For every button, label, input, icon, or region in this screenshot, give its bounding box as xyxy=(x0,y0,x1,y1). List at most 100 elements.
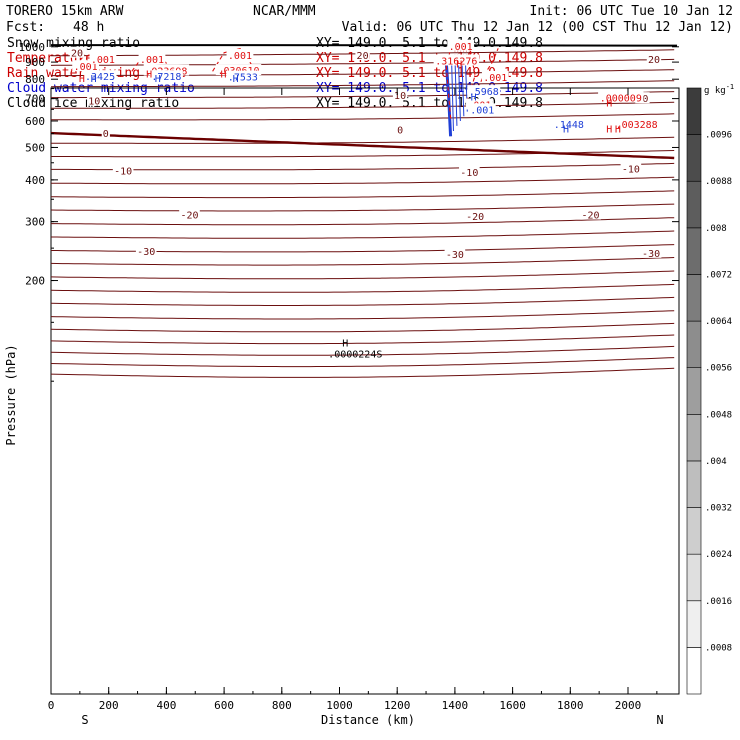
isotherm-line xyxy=(50,345,675,356)
isotherm-label: -10 xyxy=(622,165,640,176)
isotherm-label-bg xyxy=(580,208,601,220)
high-marker: H xyxy=(615,124,621,135)
colorbar-bin xyxy=(686,180,702,229)
field-xy-4: XY= 149.0. 5.1 to 149.0.149.8 xyxy=(316,96,543,111)
x-axis-title: Distance (km) xyxy=(321,713,415,727)
cloud-water-label: .5968 xyxy=(469,87,499,98)
isotherm-label: -30 xyxy=(642,249,660,260)
cloud-water-label: .7533 xyxy=(228,73,258,84)
cloud-water-label: .7218 xyxy=(151,72,181,83)
isotherm-line xyxy=(50,310,675,320)
y-tick-label: 800 xyxy=(25,73,45,86)
colorbar-tick-label: .0088 xyxy=(705,177,732,187)
isotherm-line xyxy=(50,357,675,368)
colorbar-tick-label: .0016 xyxy=(705,597,732,607)
surface-line xyxy=(50,44,678,47)
high-marker: H xyxy=(233,74,239,85)
plot-frame xyxy=(50,87,680,695)
rain-water-contour xyxy=(445,44,476,119)
cloud-water-label-bg xyxy=(552,117,586,129)
contour-labels: -30-30-30-20-20-20-10-10-100010101020202… xyxy=(69,39,662,360)
isotherm-label: -10 xyxy=(114,166,132,177)
isotherm-label-bg xyxy=(69,46,85,58)
rain-label-bg xyxy=(433,54,480,66)
north-label: N xyxy=(656,713,663,727)
x-tick-label: 200 xyxy=(99,699,119,712)
colorbar-bin xyxy=(686,507,702,555)
high-marker: H xyxy=(221,69,227,80)
y-tick-label: 300 xyxy=(25,216,45,229)
isotherm-label: -20 xyxy=(466,212,484,223)
x-tick-label: 1600 xyxy=(499,699,526,712)
y-tick-label: 900 xyxy=(25,56,45,69)
forecast-hour: 48 h xyxy=(73,20,104,35)
cloud-water-label-bg xyxy=(468,103,496,115)
rain-label: .001 xyxy=(91,55,115,66)
x-tick-label: 800 xyxy=(272,699,292,712)
y-tick-label: 200 xyxy=(25,275,45,288)
cloud-water-label: .3425 xyxy=(85,72,115,83)
isotherm-line xyxy=(50,101,675,109)
x-tick-label: 1400 xyxy=(442,699,469,712)
isotherm-label-bg xyxy=(179,208,200,220)
isotherm-line xyxy=(50,283,675,293)
isotherm-line xyxy=(51,162,675,171)
isotherm-line xyxy=(50,322,675,333)
rain-water-contour xyxy=(474,48,499,95)
isotherm-lines xyxy=(50,49,675,378)
x-tick-label: 600 xyxy=(214,699,234,712)
cloud-water-contour xyxy=(458,65,461,122)
isotherm-label-bg xyxy=(464,209,486,221)
isotherm-label: 0 xyxy=(397,125,403,136)
high-marker: H xyxy=(79,74,85,85)
isotherm-label: -20 xyxy=(581,211,599,222)
rain-label: .001 xyxy=(483,73,507,84)
isotherm-label-bg xyxy=(395,123,405,135)
rain-label: .316276 xyxy=(435,56,477,67)
colorbar-bin xyxy=(686,647,702,695)
isotherm-line xyxy=(51,230,675,239)
rain-label-bg xyxy=(226,49,254,61)
isotherm-label-bg xyxy=(646,52,662,64)
colorbar-bin xyxy=(686,274,702,322)
y-tick-label: 400 xyxy=(25,174,45,187)
high-marker: H xyxy=(146,69,152,80)
isotherm-label-bg xyxy=(101,126,110,138)
colorbar-bin xyxy=(686,87,702,135)
rain-label: .003288 xyxy=(616,120,658,131)
isotherm-label-bg xyxy=(459,166,480,178)
isotherm-line xyxy=(50,270,675,280)
isotherm-label-bg xyxy=(640,246,662,258)
top-high-marker: H xyxy=(342,338,348,349)
zero-isotherm xyxy=(50,131,675,160)
isotherm-label-bg xyxy=(135,245,157,257)
rain-label: .000009 xyxy=(600,93,642,104)
cloud-water-contour xyxy=(461,65,465,117)
isotherm-line xyxy=(51,113,675,121)
colorbar-tick-label: .0072 xyxy=(705,270,732,280)
rain-label-bg xyxy=(481,70,509,82)
high-marker: H xyxy=(606,98,612,109)
high-marker: H xyxy=(606,124,612,135)
high-marker: H xyxy=(456,59,462,70)
high-marker: H xyxy=(563,124,569,135)
model-title: TORERO 15km ARW xyxy=(6,4,124,19)
isotherm-line xyxy=(50,296,675,306)
isotherm-label: 0 xyxy=(103,129,109,140)
field-xy-0: XY= 149.0. 5.1 to 149.0.149.8 xyxy=(316,36,543,51)
isotherm-line xyxy=(50,203,675,212)
isotherm-label: -30 xyxy=(137,247,155,258)
isotherm-label: 20 xyxy=(357,51,369,62)
isotherm-label-bg xyxy=(355,49,370,61)
isotherm-label-bg xyxy=(112,164,134,176)
rain-label-bg xyxy=(138,52,166,64)
x-tick-label: 0 xyxy=(48,699,55,712)
rain-label-bg xyxy=(143,64,190,76)
cloud-water-label-bg xyxy=(83,70,117,82)
isotherm-line xyxy=(51,136,675,144)
high-marker: H xyxy=(91,74,97,85)
rain-label-bg xyxy=(215,64,262,76)
y-tick-label: 600 xyxy=(25,115,45,128)
top-annotation-value: .0000224S xyxy=(328,349,382,360)
